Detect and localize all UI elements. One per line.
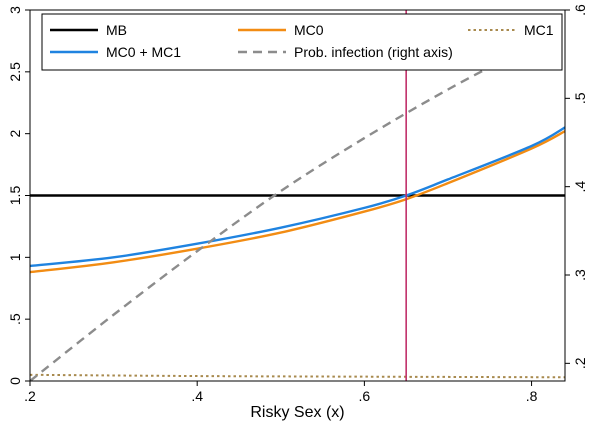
legend-label: MC0: [294, 22, 324, 38]
y-tick-label: 3: [7, 6, 23, 14]
y2-tick-label: .4: [572, 181, 588, 193]
legend-label: MB: [106, 22, 127, 38]
y-tick-label: 2: [7, 130, 23, 138]
y2-tick-label: .6: [572, 4, 588, 16]
series-layer: [30, 26, 565, 381]
y-tick-label: 2.5: [7, 62, 23, 82]
series-line-mc1: [30, 373, 565, 379]
y-tick-label: 0: [7, 377, 23, 385]
x-tick-label: .8: [526, 388, 538, 404]
x-tick-label: .4: [191, 388, 203, 404]
legend-label: MC1: [524, 22, 554, 38]
y-tick-label: 1: [7, 253, 23, 261]
legend: MB MC0 MC1 MC0 + MC1 Prob. infection (right …: [41, 13, 563, 71]
x-tick-label: .6: [359, 388, 371, 404]
series-line-prob-infection-right-axis: [30, 26, 565, 381]
y2-tick-label: .3: [572, 269, 588, 281]
legend-label: Prob. infection (right axis): [294, 44, 453, 60]
x-axis-title: Risky Sex (x): [250, 404, 344, 421]
x-tick-label: .2: [24, 388, 36, 404]
y-tick-label: 1.5: [7, 186, 23, 206]
y-tick-label: .5: [7, 313, 23, 325]
y2-tick-label: .5: [572, 92, 588, 104]
series-line-mc0: [30, 130, 565, 274]
series-line-mc0-mc1: [30, 126, 565, 268]
legend-label: MC0 + MC1: [106, 44, 181, 60]
axes-layer: .2 .4 .6 .8 0 .5 1 1.5 2 2.5 3 .2 .3 .4 .5 .6: [7, 4, 588, 404]
legend-box: [41, 13, 563, 71]
y2-tick-label: .2: [572, 357, 588, 369]
